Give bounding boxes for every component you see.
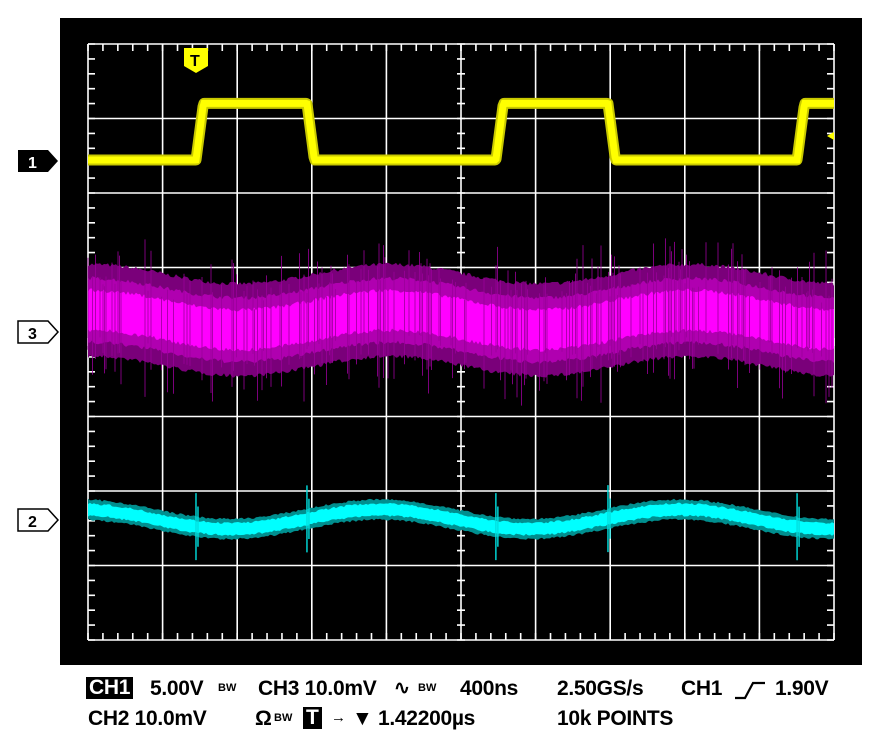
sample-rate: 2.50GS/s [557,677,644,700]
ch1-scale: 5.00V [150,677,204,700]
ch1-bw-limit: BW [218,682,237,694]
trigger-marker-shape [184,48,208,73]
arrow-right-icon: → [331,709,346,726]
record-length: 10k POINTS [557,707,674,730]
waveforms [83,97,839,561]
ch2-core-band [88,502,834,536]
trigger-level-marker[interactable] [827,132,834,140]
ch3-marker-shape [17,320,60,344]
rising-edge-icon-line [735,681,765,700]
trigger-delay: ▼ 1.42200µs [352,707,476,730]
ch3-scale: CH3 10.0mV [258,677,377,700]
ch2-bw-limit: BW [274,712,293,724]
trigger-position-marker[interactable]: T [184,48,208,73]
trigger-source: CH1 [681,677,723,700]
ac-coupling-icon: ∿ [394,678,410,699]
ch2-spike [607,485,611,553]
trigger-marker-label: T [190,53,200,70]
ch1-label: CH1 [86,677,134,699]
ch2-marker-label: 2 [28,514,37,531]
ch1-marker-label: 1 [28,155,37,172]
timebase: 400ns [460,677,519,700]
ch1-trace [88,99,834,164]
rising-edge-icon [735,681,765,700]
ch2-scale: CH2 10.0mV [88,707,207,730]
ch2-spike [495,493,499,561]
trigger-level: 1.90V [775,677,829,700]
trigger-box-icon: T [303,707,322,729]
impedance-50ohm-icon: Ω [255,707,272,730]
ch3-bw-limit: BW [418,682,437,694]
ch2-spike [306,485,310,553]
ch2-marker-shape [17,508,60,532]
ch3-noise-spikes [87,238,833,406]
ch2-marker[interactable]: 2 [17,508,60,532]
ch3-marker-label: 3 [28,326,37,343]
ch2-spike [796,493,800,561]
ch1-marker[interactable]: 1 [18,150,58,172]
ch1-marker-shape [18,150,58,172]
ch2-spike [195,493,199,561]
ch3-marker[interactable]: 3 [17,320,60,344]
